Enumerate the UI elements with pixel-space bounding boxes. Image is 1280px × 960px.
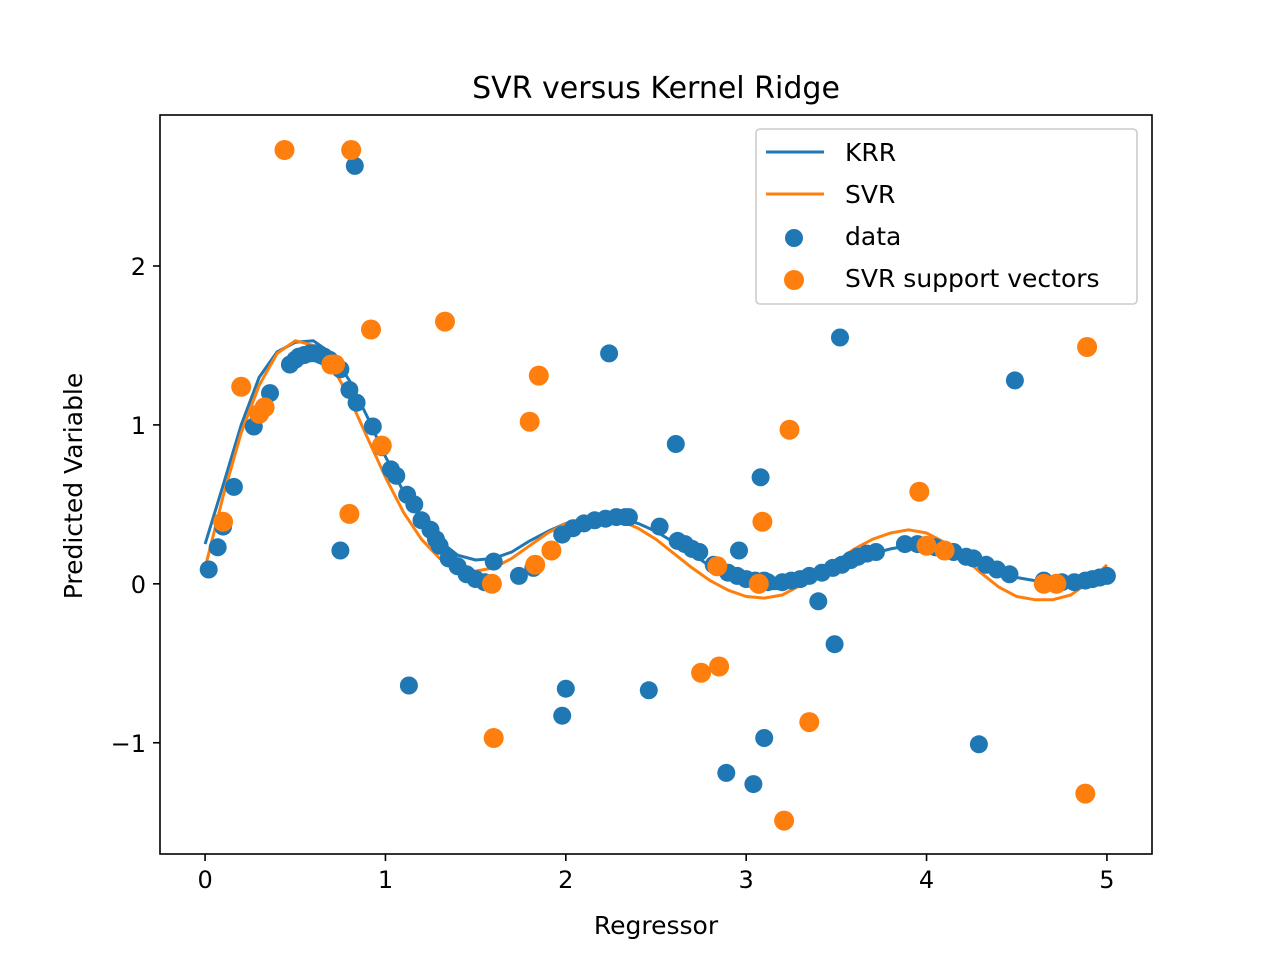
data-point-data xyxy=(755,729,774,747)
data-point-svr-support-vectors xyxy=(752,511,773,532)
data-point-data xyxy=(867,543,885,561)
data-point-data xyxy=(363,417,382,436)
data-point-svr-support-vectors xyxy=(909,481,930,502)
data-point-svr-support-vectors xyxy=(435,311,455,332)
legend-label-svr-support-vectors: SVR support vectors xyxy=(845,264,1100,293)
data-point-data xyxy=(751,468,770,487)
x-tick-label: 2 xyxy=(558,866,573,894)
data-point-data xyxy=(556,679,575,698)
legend-box xyxy=(755,128,1138,305)
data-point-svr-support-vectors xyxy=(274,140,295,160)
legend-label-svr: SVR xyxy=(845,180,895,209)
data-point-svr-support-vectors xyxy=(519,411,540,432)
data-point-data xyxy=(666,435,685,453)
data-point-svr-support-vectors xyxy=(1046,573,1067,594)
data-point-data xyxy=(224,477,243,496)
data-point-svr-support-vectors xyxy=(525,554,546,575)
data-point-svr-support-vectors xyxy=(541,540,562,561)
x-tick-label: 1 xyxy=(378,866,393,894)
data-point-svr-support-vectors xyxy=(691,662,712,683)
data-point-data xyxy=(199,560,218,579)
data-point-data xyxy=(1097,566,1116,585)
x-tick-label: 4 xyxy=(919,866,934,894)
data-point-data xyxy=(509,566,528,585)
legend-swatch-svr-support-vectors xyxy=(784,270,804,290)
data-point-data xyxy=(619,508,638,527)
legend-label-data: data xyxy=(845,222,901,251)
data-point-svr-support-vectors xyxy=(371,435,392,456)
data-point-svr-support-vectors xyxy=(325,354,345,375)
data-point-svr-support-vectors xyxy=(483,728,504,748)
data-point-data xyxy=(690,543,709,561)
x-tick-label: 5 xyxy=(1099,866,1114,894)
data-point-data xyxy=(484,552,503,571)
data-point-data xyxy=(208,538,227,557)
data-point-svr-support-vectors xyxy=(341,140,362,160)
data-point-svr-support-vectors xyxy=(481,573,502,594)
data-point-data xyxy=(347,393,366,412)
data-point-data xyxy=(969,735,988,754)
data-point-data xyxy=(717,763,736,782)
x-tick-label: 3 xyxy=(739,866,754,894)
y-axis-label: Predicted Variable xyxy=(59,373,88,600)
data-point-svr-support-vectors xyxy=(934,540,955,561)
data-point-svr-support-vectors xyxy=(799,712,820,733)
data-point-svr-support-vectors xyxy=(339,503,360,524)
data-point-svr-support-vectors xyxy=(1075,783,1096,804)
data-point-svr-support-vectors xyxy=(779,419,800,440)
data-point-data xyxy=(825,635,844,654)
legend-swatch-data xyxy=(785,229,803,247)
data-point-data xyxy=(405,495,424,514)
data-point-svr-support-vectors xyxy=(709,656,730,677)
data-point-data xyxy=(387,466,406,485)
data-point-data xyxy=(650,517,669,536)
data-point-svr-support-vectors xyxy=(774,810,795,831)
data-point-data xyxy=(345,156,364,175)
y-tick-label: 2 xyxy=(131,253,146,281)
x-axis-label: Regressor xyxy=(594,911,719,940)
data-point-data xyxy=(809,592,828,611)
data-point-svr-support-vectors xyxy=(707,556,728,577)
data-point-data xyxy=(1000,565,1019,584)
data-point-svr-support-vectors xyxy=(254,397,275,418)
data-point-data xyxy=(639,681,658,700)
data-point-data xyxy=(831,328,849,347)
chart-title: SVR versus Kernel Ridge xyxy=(472,71,840,106)
y-tick-label: −1 xyxy=(111,730,146,758)
data-point-data xyxy=(600,344,619,363)
y-tick-label: 0 xyxy=(131,571,146,599)
data-point-data xyxy=(553,706,572,725)
data-point-data xyxy=(744,775,763,794)
legend-label-krr: KRR xyxy=(845,138,896,167)
data-point-data xyxy=(730,541,748,560)
data-point-data xyxy=(430,536,449,555)
x-tick-label: 0 xyxy=(197,866,212,894)
data-point-svr-support-vectors xyxy=(231,376,252,397)
data-point-svr-support-vectors xyxy=(213,511,234,532)
data-point-data xyxy=(331,541,350,560)
data-point-svr-support-vectors xyxy=(916,535,937,556)
data-point-data xyxy=(895,535,914,554)
data-point-data xyxy=(1005,371,1024,390)
y-tick-label: 1 xyxy=(131,412,146,440)
legend: KRR SVR data SVR support vectors xyxy=(755,128,1138,305)
data-point-svr-support-vectors xyxy=(1077,337,1098,357)
plot-frame xyxy=(159,114,1153,855)
plot-area: 0 1 2 3 4 5 −1 0 1 2 xyxy=(111,114,1153,894)
data-point-svr-support-vectors xyxy=(528,365,549,386)
data-point-svr-support-vectors xyxy=(748,573,769,594)
data-point-svr-support-vectors xyxy=(361,319,381,340)
data-point-data xyxy=(399,676,418,695)
